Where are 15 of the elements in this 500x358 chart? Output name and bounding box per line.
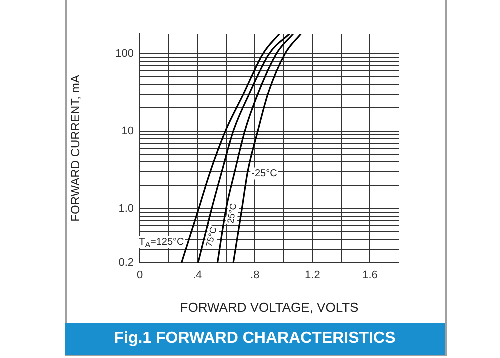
text: 25°C bbox=[226, 202, 239, 224]
y-tick-label: 100 bbox=[116, 48, 134, 60]
y-tick-label: 10 bbox=[122, 125, 134, 138]
x-tick-label: 0 bbox=[136, 270, 144, 282]
series-label: -25°C bbox=[252, 168, 278, 180]
x-axis-title: FORWARD VOLTAGE, VOLTS bbox=[180, 300, 360, 315]
text: 75°C bbox=[204, 226, 219, 248]
x-tick-label: .4 bbox=[192, 270, 202, 282]
text: Fig.1 FORWARD CHARACTERISTICS bbox=[65, 323, 445, 355]
x-tick-label: 1.2 bbox=[305, 270, 320, 282]
x-tick-label: 1.6 bbox=[362, 270, 378, 282]
y-tick-label: 0.2 bbox=[118, 257, 134, 270]
x-tick-label: .8 bbox=[250, 270, 260, 282]
y-tick-label: 1.0 bbox=[118, 202, 134, 215]
y-axis-title: FORWARD CURRENT, mA bbox=[68, 75, 83, 222]
